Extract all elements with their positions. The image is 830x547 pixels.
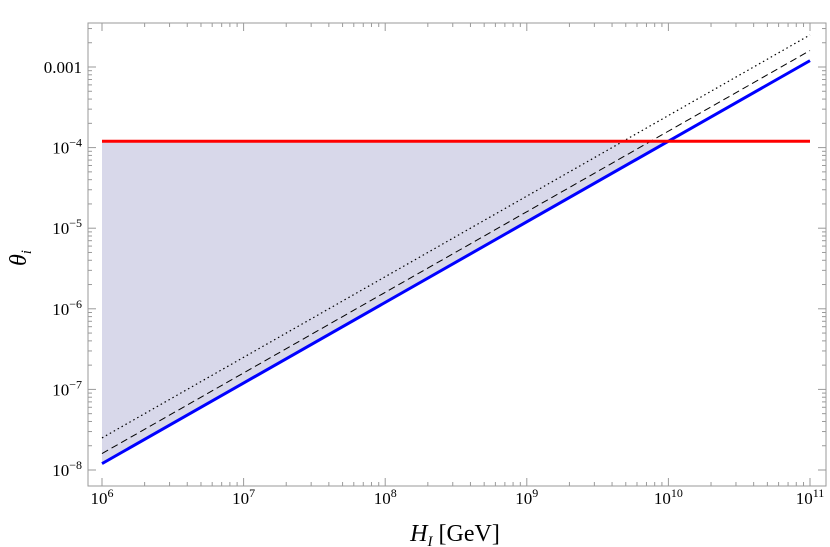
y-tick-label: 10−4	[52, 136, 82, 158]
y-axis-title: θi	[6, 250, 35, 266]
x-tick-label: 108	[374, 486, 397, 508]
y-tick-label: 10−7	[52, 377, 82, 399]
y-tick-label: 10−8	[52, 458, 82, 480]
x-tick-label: 106	[91, 486, 114, 508]
y-tick-label: 0.001	[44, 58, 82, 77]
black-dashed-line	[101, 50, 811, 454]
blue-solid-line	[101, 59, 811, 465]
y-tick-label: 10−6	[52, 297, 82, 319]
x-tick-label: 107	[232, 486, 255, 508]
x-tick-label: 1010	[654, 486, 683, 508]
x-axis-title: HI [GeV]	[409, 521, 500, 547]
x-tick-label: 1011	[796, 486, 825, 508]
tick-label-layer: 106 107 108 109 1010 1011 10−8 10−7 10−6 10−5 10−4…	[44, 58, 825, 508]
black-dotted-line	[101, 34, 811, 439]
y-tick-label: 10−5	[52, 216, 82, 238]
series-layer	[101, 34, 811, 465]
plot-frame	[87, 22, 827, 487]
axis-titles: HI [GeV] θi	[6, 250, 500, 547]
x-tick-label: 109	[515, 486, 538, 508]
tick-layer	[88, 23, 826, 486]
